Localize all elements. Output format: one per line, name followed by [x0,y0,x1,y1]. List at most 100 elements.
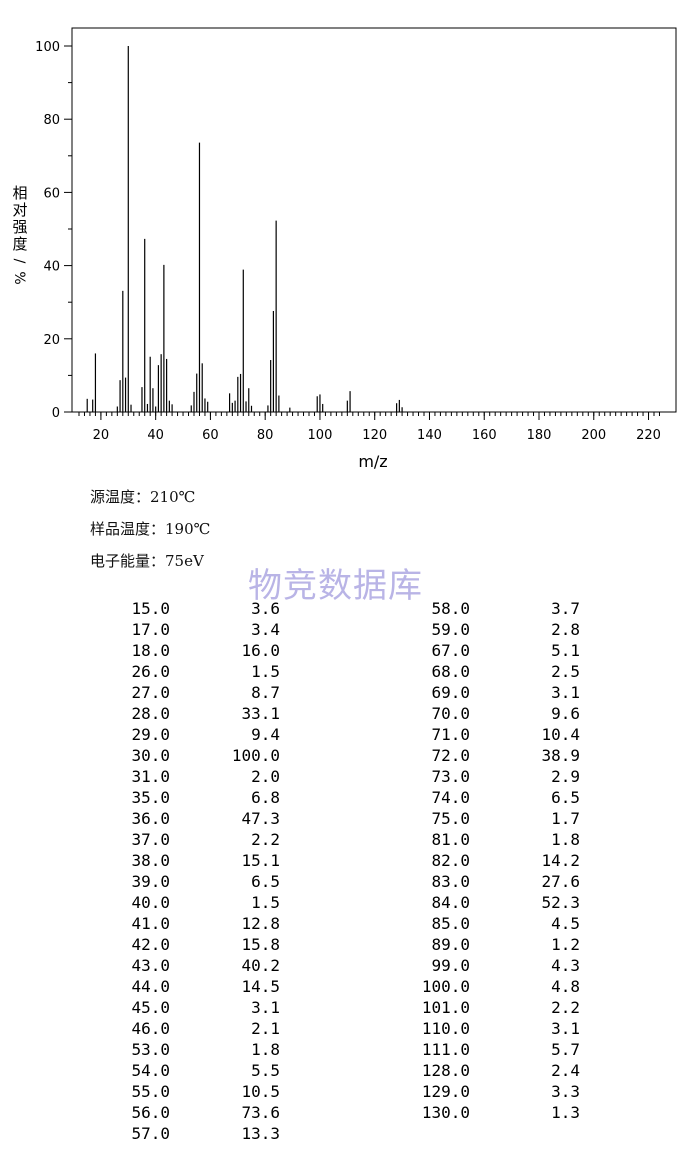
peak-abundance: 27.6 [541,872,580,891]
peak-mz: 39.0 [131,872,170,891]
peak-mz: 85.0 [431,914,470,933]
peak-mz: 35.0 [131,788,170,807]
x-tick-label: 120 [362,428,387,443]
peak-abundance: 3.1 [251,998,280,1017]
peak-mz: 101.0 [421,998,470,1017]
x-tick-label: 180 [527,428,552,443]
peak-abundance: 1.2 [551,935,580,954]
y-axis-ticks: 0 20 40 60 80 100 [35,40,72,421]
peak-abundance: 3.1 [551,683,580,702]
peak-mz: 71.0 [431,725,470,744]
peak-abundance: 1.8 [251,1040,280,1059]
y-tick-label: 20 [43,333,60,348]
peak-mz: 83.0 [431,872,470,891]
peak-abundance: 8.7 [251,683,280,702]
peak-abundance: 9.6 [551,704,580,723]
peak-abundance: 73.6 [241,1103,280,1122]
x-minor-ticks [78,412,660,416]
peak-mz: 68.0 [431,662,470,681]
peak-abundance: 100.0 [231,746,280,765]
peak-mz: 55.0 [131,1082,170,1101]
peak-mz: 26.0 [131,662,170,681]
x-tick-label: 160 [472,428,497,443]
peak-abundance: 6.5 [551,788,580,807]
peak-abundance: 14.5 [241,977,280,996]
peak-mz: 30.0 [131,746,170,765]
peak-mz: 99.0 [431,956,470,975]
y-tick-label: 0 [52,406,60,421]
peak-abundance: 15.1 [241,851,280,870]
y-axis-label-char: % [11,271,27,284]
peak-abundance: 1.8 [551,830,580,849]
peak-abundance: 9.4 [251,725,280,744]
peak-mz: 31.0 [131,767,170,786]
peak-mz: 70.0 [431,704,470,723]
peak-abundance: 40.2 [241,956,280,975]
peak-mz: 89.0 [431,935,470,954]
y-axis-label-char: 相 [12,184,27,202]
peak-mz: 18.0 [131,641,170,660]
peak-abundance: 2.4 [551,1061,580,1080]
peak-mz: 82.0 [431,851,470,870]
peak-mz: 84.0 [431,893,470,912]
spectrum-peaks [86,46,403,412]
peak-mz: 69.0 [431,683,470,702]
peak-mz: 46.0 [131,1019,170,1038]
peak-abundance: 4.3 [551,956,580,975]
peak-abundance: 1.5 [251,662,280,681]
y-tick-label: 80 [43,113,60,128]
peak-abundance: 6.5 [251,872,280,891]
peak-abundance: 33.1 [241,704,280,723]
electron-energy: 电子能量：75eV [90,552,204,570]
peak-abundance: 5.5 [251,1061,280,1080]
x-axis-label: m/z [358,452,387,471]
peak-abundance: 10.4 [541,725,580,744]
y-tick-label: 100 [35,40,60,55]
peak-abundance: 52.3 [541,893,580,912]
peak-mz: 45.0 [131,998,170,1017]
peak-mz: 38.0 [131,851,170,870]
plot-frame [71,27,677,413]
peak-mz: 36.0 [131,809,170,828]
peak-mz: 130.0 [421,1103,470,1122]
peak-abundance: 1.3 [551,1103,580,1122]
peak-abundance: 10.5 [241,1082,280,1101]
peak-mz: 43.0 [131,956,170,975]
peak-mz: 40.0 [131,893,170,912]
peak-abundance: 2.1 [251,1019,280,1038]
peak-abundance: 14.2 [541,851,580,870]
peak-mz: 128.0 [421,1061,470,1080]
peak-mz: 41.0 [131,914,170,933]
peak-abundance: 38.9 [541,746,580,765]
peak-abundance: 3.6 [251,599,280,618]
peak-abundance: 2.2 [251,830,280,849]
peak-abundance: 5.7 [551,1040,580,1059]
peak-mz: 67.0 [431,641,470,660]
peak-abundance: 3.3 [551,1082,580,1101]
peak-mz: 15.0 [131,599,170,618]
peak-abundance: 47.3 [241,809,280,828]
peak-abundance: 3.7 [551,599,580,618]
peak-abundance: 16.0 [241,641,280,660]
peak-mz: 73.0 [431,767,470,786]
peak-mz: 54.0 [131,1061,170,1080]
peak-abundance: 6.8 [251,788,280,807]
peak-mz: 57.0 [131,1124,170,1143]
y-axis-label-char: 强 [12,218,27,236]
peak-mz: 28.0 [131,704,170,723]
peak-mz: 111.0 [421,1040,470,1059]
peak-abundance: 2.9 [551,767,580,786]
peak-abundance: 4.8 [551,977,580,996]
x-tick-label: 200 [581,428,606,443]
peak-abundance: 13.3 [241,1124,280,1143]
y-tick-label: 60 [43,186,60,201]
peak-abundance: 4.5 [551,914,580,933]
peak-mz: 29.0 [131,725,170,744]
x-tick-label: 220 [636,428,661,443]
peak-abundance: 2.8 [551,620,580,639]
peak-mz: 44.0 [131,977,170,996]
x-tick-label: 20 [93,428,110,443]
y-axis-label-char: / [11,259,27,264]
y-tick-label: 40 [43,260,60,275]
